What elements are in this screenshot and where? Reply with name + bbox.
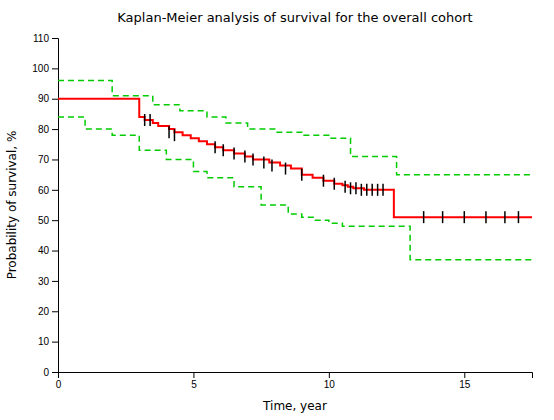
axis-line [59, 373, 533, 379]
censor-mark [366, 184, 368, 196]
tick-mark [52, 38, 58, 39]
censor-mark [244, 150, 246, 162]
censor-mark [233, 147, 235, 159]
tick: 15 [459, 372, 471, 390]
censor-mark [214, 141, 216, 153]
chart: 0 5 10 15 0 10 20 30 40 50 60 70 80 90 100 110 Kaplan-Me… [0, 0, 554, 420]
tick-label: 0 [43, 367, 49, 378]
tick-mark [52, 251, 58, 252]
ci-line [58, 81, 532, 175]
censor-mark [518, 211, 520, 223]
tick-label: 90 [38, 93, 50, 104]
tick-mark [52, 311, 58, 312]
tick-label: 30 [38, 276, 50, 287]
censor-mark [222, 144, 224, 156]
survival-line [58, 99, 532, 217]
tick-mark [52, 220, 58, 221]
tick: 40 [38, 245, 58, 256]
tick-label: 110 [33, 33, 49, 44]
tick-mark [52, 129, 58, 130]
censor-mark [344, 181, 346, 193]
censor-mark [301, 169, 303, 181]
censor-mark [285, 163, 287, 175]
x-axis: 0 5 10 15 [56, 372, 533, 390]
tick-mark [52, 99, 58, 100]
censor-mark [442, 211, 444, 223]
censor-mark [168, 126, 170, 138]
censor-mark [382, 184, 384, 196]
tick-label: 15 [459, 379, 471, 390]
censor-mark [252, 153, 254, 165]
tick: 80 [38, 124, 58, 135]
tick-label: 10 [38, 336, 50, 347]
tick-label: 100 [32, 63, 49, 74]
plot-area [58, 81, 532, 260]
x-axis-title: Time, year [262, 399, 327, 413]
censor-mark [361, 184, 363, 196]
tick-label: 0 [56, 379, 62, 390]
censor-marks [145, 114, 519, 223]
censor-mark [485, 211, 487, 223]
censor-mark [350, 182, 352, 194]
tick-mark [52, 68, 58, 69]
tick: 20 [38, 306, 58, 317]
tick-label: 40 [38, 245, 50, 256]
tick: 0 [56, 372, 62, 390]
censor-mark [377, 184, 379, 196]
y-axis-title: Probability of survival, % [5, 131, 19, 280]
tick: 110 [33, 33, 58, 44]
censor-mark [271, 160, 273, 172]
censor-mark [355, 182, 357, 194]
tick-mark [52, 281, 58, 282]
tick: 10 [324, 372, 336, 390]
censor-mark [423, 211, 425, 223]
tick: 30 [38, 276, 58, 287]
censor-mark [464, 211, 466, 223]
tick: 0 [43, 367, 58, 378]
tick-mark [329, 372, 330, 378]
censor-mark [371, 184, 373, 196]
tick-mark [52, 342, 58, 343]
tick-label: 10 [324, 379, 336, 390]
tick-mark [52, 372, 58, 373]
title: Kaplan-Meier analysis of survival for th… [117, 10, 472, 25]
tick: 100 [32, 63, 58, 74]
tick: 60 [38, 185, 58, 196]
censor-mark [504, 211, 506, 223]
tick: 10 [38, 336, 58, 347]
censor-mark [149, 114, 151, 126]
tick: 90 [38, 93, 58, 104]
censor-mark [334, 178, 336, 190]
tick-mark [464, 372, 465, 378]
tick-label: 80 [38, 124, 50, 135]
tick-label: 20 [38, 306, 50, 317]
tick: 70 [38, 154, 58, 165]
censor-mark [263, 156, 265, 168]
tick-label: 70 [38, 154, 50, 165]
censor-mark [144, 114, 146, 126]
y-axis: 0 10 20 30 40 50 60 70 80 90 100 110 [32, 33, 58, 378]
tick-mark [193, 372, 194, 378]
tick-label: 5 [191, 379, 197, 390]
tick-mark [52, 190, 58, 191]
tick: 50 [38, 215, 58, 226]
tick-label: 50 [38, 215, 50, 226]
ci-line [58, 117, 532, 260]
axis-line [52, 39, 59, 373]
censor-mark [174, 129, 176, 141]
tick-label: 60 [38, 185, 50, 196]
tick: 5 [191, 372, 197, 390]
censor-mark [323, 175, 325, 187]
tick-mark [52, 159, 58, 160]
